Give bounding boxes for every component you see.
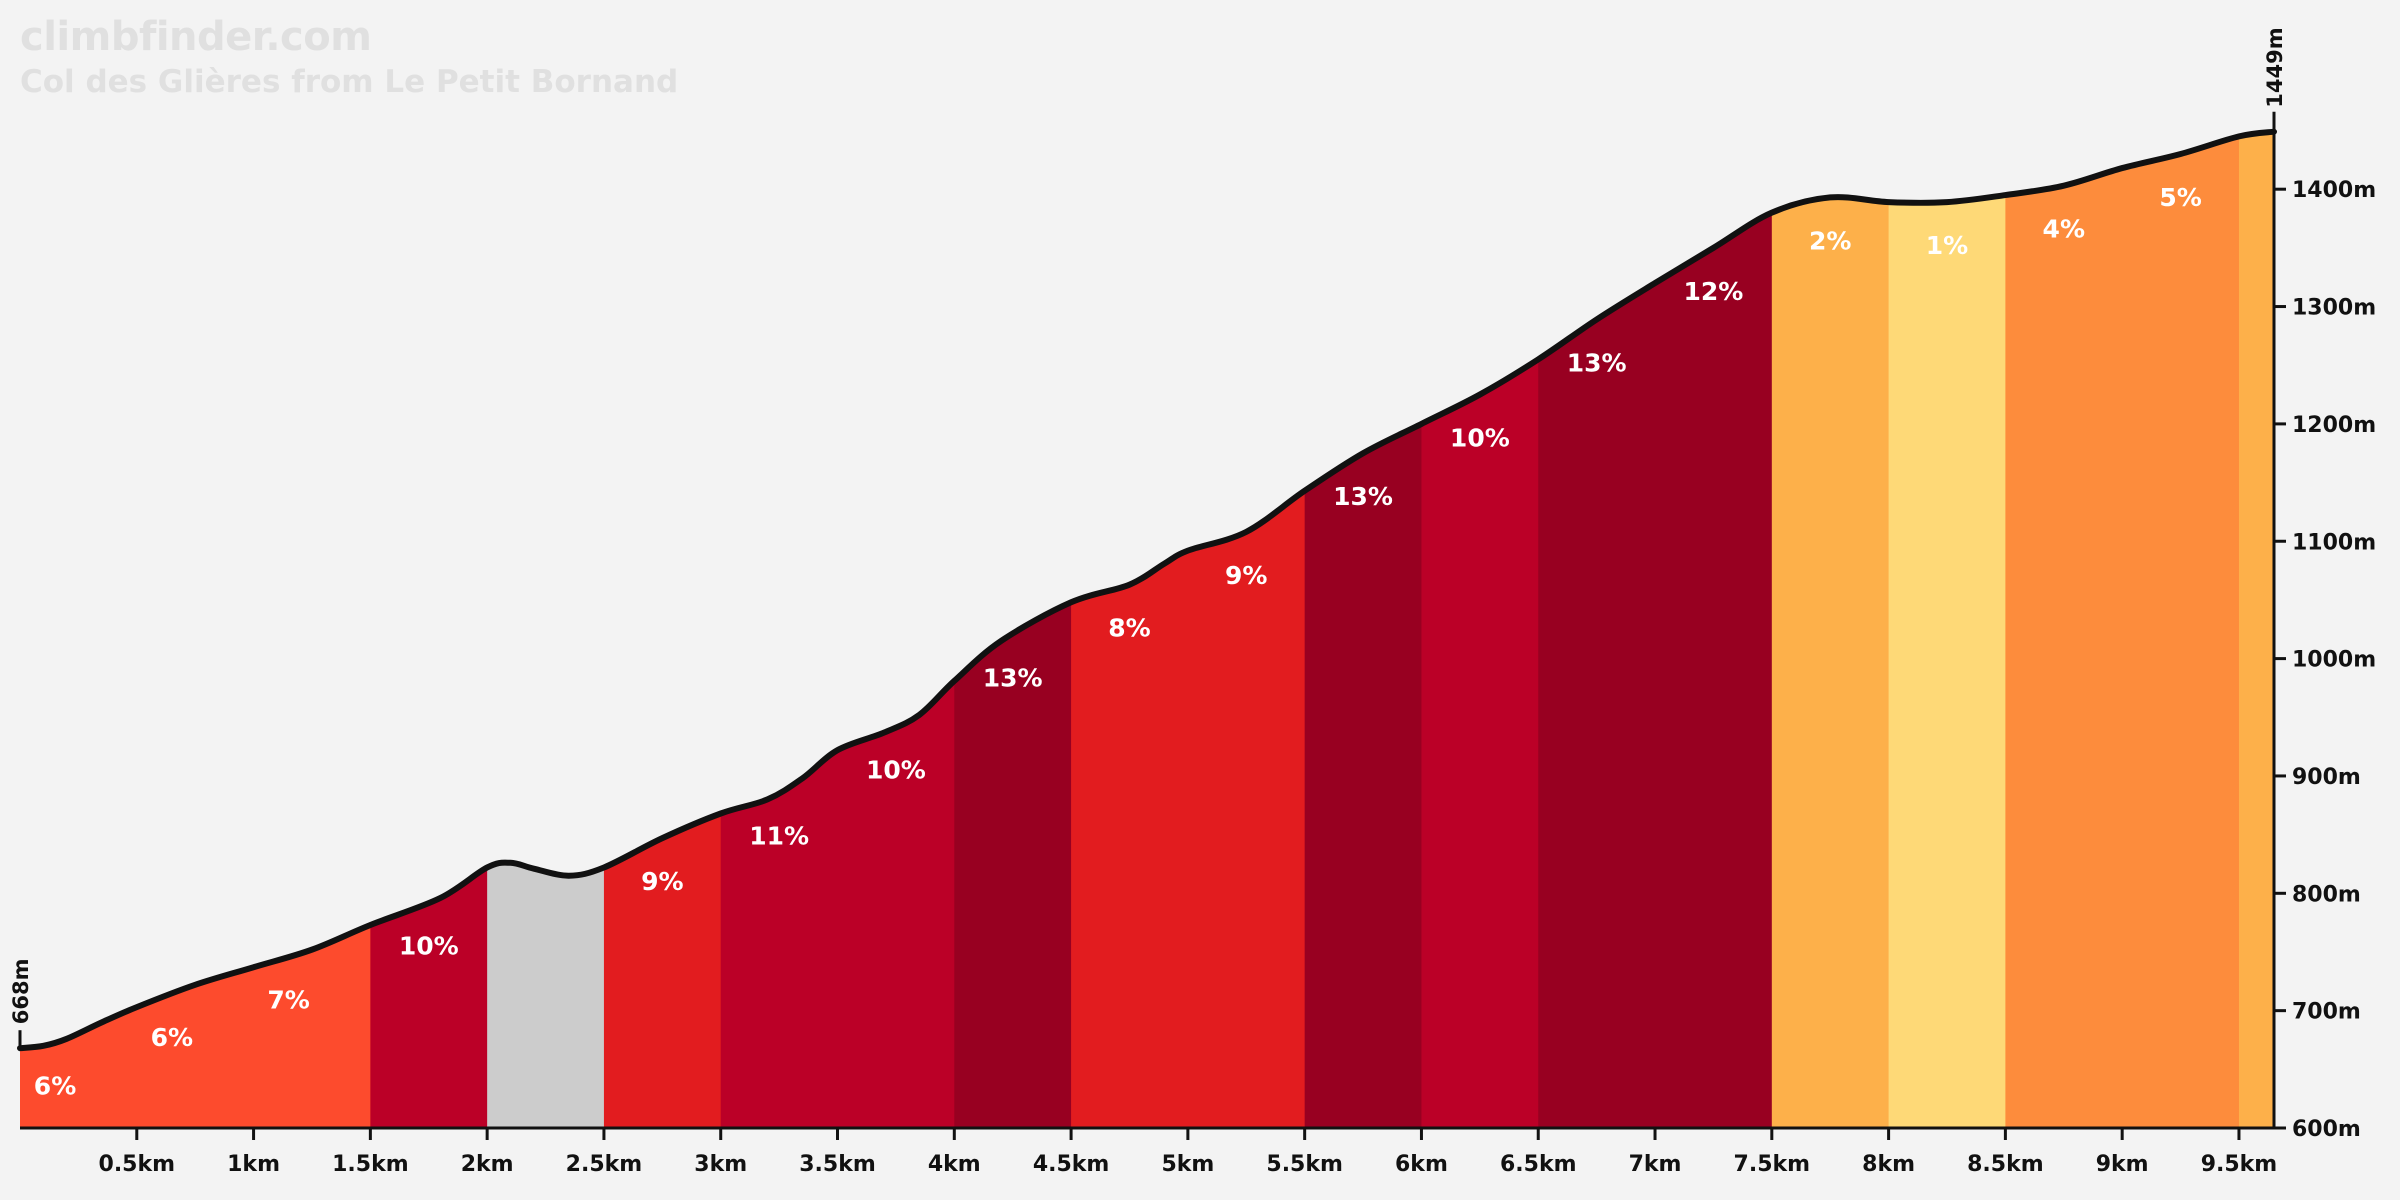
x-tick-label-14: 7.5km bbox=[1734, 1152, 1811, 1177]
gradient-label-8: 8% bbox=[1108, 614, 1150, 643]
x-tick-label-15: 8km bbox=[1862, 1152, 1915, 1177]
gradient-label-7: 13% bbox=[983, 664, 1043, 693]
gradient-label-13: 12% bbox=[1683, 277, 1743, 306]
gradient-label-12: 13% bbox=[1567, 348, 1627, 377]
gradient-label-10: 13% bbox=[1333, 482, 1393, 511]
gradient-segment-3 bbox=[603, 131, 722, 1128]
gradient-segment-6 bbox=[1071, 131, 1306, 1128]
profile-line bbox=[17, 128, 2277, 1052]
gradient-segment-10 bbox=[1771, 131, 1890, 1128]
gradient-label-5: 11% bbox=[749, 821, 809, 850]
gradient-segment-5 bbox=[954, 131, 1072, 1128]
y-tick-label-2: 800m bbox=[2292, 882, 2361, 907]
x-tick-label-12: 6.5km bbox=[1500, 1152, 1577, 1177]
y-tick-label-0: 600m bbox=[2292, 1117, 2361, 1142]
x-tick-label-1: 1km bbox=[227, 1152, 280, 1177]
y-tick-label-1: 700m bbox=[2292, 1000, 2361, 1025]
start-elevation-label: 668m bbox=[9, 958, 33, 1024]
x-tick-label-0: 0.5km bbox=[99, 1152, 176, 1177]
x-tick-label-18: 9.5km bbox=[2201, 1152, 2278, 1177]
y-tick-label-6: 1200m bbox=[2292, 413, 2376, 438]
gradient-segment-8 bbox=[1421, 131, 1539, 1128]
x-tick-label-6: 3.5km bbox=[799, 1152, 876, 1177]
gradient-label-11: 10% bbox=[1450, 424, 1510, 453]
x-tick-label-13: 7km bbox=[1629, 1152, 1682, 1177]
gradient-label-3: 10% bbox=[399, 931, 459, 960]
x-tick-label-9: 5km bbox=[1161, 1152, 1214, 1177]
x-tick-label-11: 6km bbox=[1395, 1152, 1448, 1177]
gradient-label-16: 4% bbox=[2043, 215, 2085, 244]
x-tick-label-7: 4km bbox=[928, 1152, 981, 1177]
x-tick-label-8: 4.5km bbox=[1033, 1152, 1110, 1177]
gradient-label-0: 6% bbox=[34, 1071, 76, 1100]
y-tick-label-8: 1400m bbox=[2292, 178, 2376, 203]
axes: 0.5km 1km 1.5km 2km 2.5km 3km 3.5km 4km 4.5km 5km… bbox=[9, 27, 2376, 1177]
gradient-segment-7 bbox=[1304, 131, 1422, 1128]
gradient-label-4: 9% bbox=[641, 867, 683, 896]
gradient-label-15: 1% bbox=[1926, 231, 1968, 260]
x-tick-label-4: 2.5km bbox=[566, 1152, 643, 1177]
gradient-segment-0 bbox=[20, 131, 371, 1128]
end-elevation-label: 1449m bbox=[2263, 27, 2287, 107]
x-tick-label-3: 2km bbox=[461, 1152, 514, 1177]
gradient-segment-9 bbox=[1538, 131, 1773, 1128]
gradient-labels: 6% 6% 7% 10% 9% 11% 10% 13% 8% 9% 13% 10% 13% 12% 2% 1%… bbox=[34, 183, 2202, 1100]
x-tick-label-10: 5.5km bbox=[1266, 1152, 1343, 1177]
gradient-label-17: 5% bbox=[2159, 183, 2201, 212]
x-tick-label-17: 9km bbox=[2096, 1152, 2149, 1177]
gradient-label-9: 9% bbox=[1225, 561, 1267, 590]
gradient-segments bbox=[20, 131, 2274, 1128]
gradient-segment-11 bbox=[1888, 131, 2006, 1128]
y-tick-label-4: 1000m bbox=[2292, 648, 2376, 673]
y-tick-label-5: 1100m bbox=[2292, 530, 2376, 555]
brand-watermark: climbfinder.com bbox=[20, 14, 372, 60]
gradient-label-1: 6% bbox=[151, 1023, 193, 1052]
gradient-segment-12 bbox=[2005, 131, 2240, 1128]
y-tick-label-7: 1300m bbox=[2292, 296, 2376, 321]
chart-subtitle: Col des Glières from Le Petit Bornand bbox=[20, 64, 679, 100]
gradient-label-14: 2% bbox=[1809, 226, 1851, 255]
gradient-segment-4 bbox=[720, 131, 955, 1128]
x-tick-label-5: 3km bbox=[694, 1152, 747, 1177]
gradient-segment-2 bbox=[487, 131, 605, 1128]
x-tick-label-16: 8.5km bbox=[1967, 1152, 2044, 1177]
gradient-label-6: 10% bbox=[866, 756, 926, 785]
gradient-label-2: 7% bbox=[267, 986, 309, 1015]
y-tick-label-3: 900m bbox=[2292, 765, 2361, 790]
gradient-segment-13 bbox=[2238, 131, 2274, 1128]
x-tick-label-2: 1.5km bbox=[332, 1152, 409, 1177]
